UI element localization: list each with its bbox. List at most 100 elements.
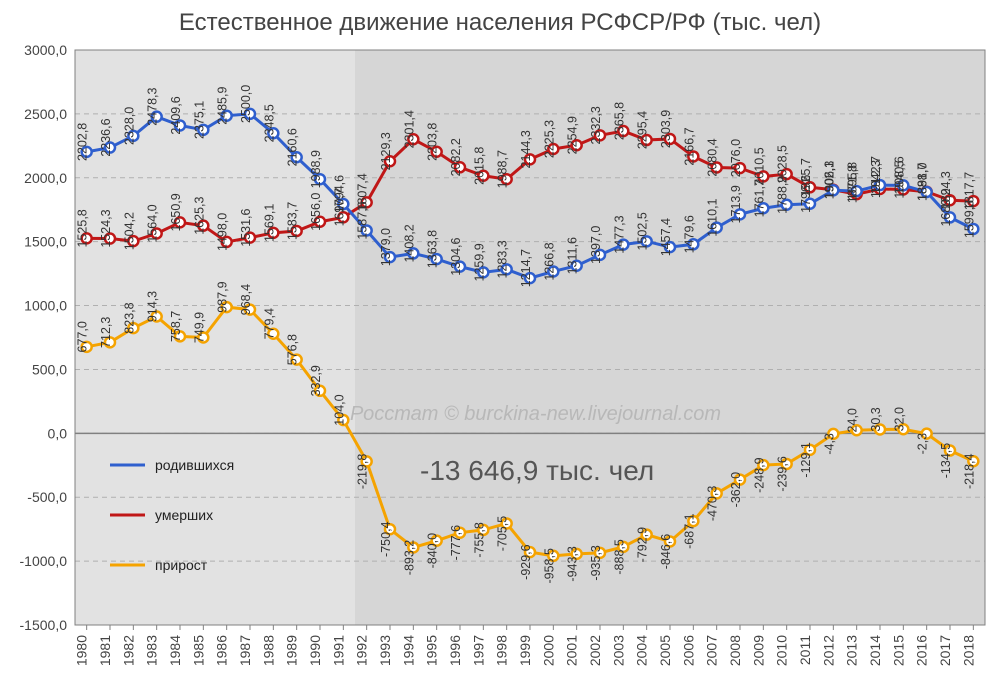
x-tick-label: 1986 [214,635,230,666]
value-label-deaths: 1817,7 [962,172,976,210]
value-label-births: 2348,5 [262,104,276,142]
value-label-births: 1502,5 [636,212,650,250]
y-tick-label: 2000,0 [24,170,67,186]
x-tick-label: 1997 [470,635,486,666]
value-label-growth: -840,0 [426,533,440,568]
value-label-growth: -750,4 [379,521,393,556]
value-label-deaths: 1906,3 [822,161,836,199]
value-label-growth: -219,8 [356,454,370,489]
value-label-deaths: 1656,0 [309,193,323,231]
value-label-deaths: 2076,0 [729,139,743,177]
x-tick-label: 2006 [680,635,696,666]
x-tick-label: 2015 [890,635,906,666]
value-label-deaths: 1690,7 [332,188,346,226]
y-tick-label: 1500,0 [24,234,67,250]
value-label-growth: -958,5 [542,548,556,583]
value-label-deaths: 2295,4 [636,111,650,149]
value-label-growth: 677,0 [76,321,90,352]
x-tick-label: 1995 [424,635,440,666]
chart-title: Естественное движение населения РСФСР/РФ… [179,9,821,36]
value-label-deaths: 2010,5 [752,147,766,185]
x-tick-label: 1996 [447,635,463,666]
x-tick-label: 2007 [704,635,720,666]
value-label-growth: -687,1 [682,513,696,548]
value-label-births: 1283,3 [496,240,510,278]
x-tick-label: 1980 [74,635,90,666]
x-tick-label: 2016 [914,635,930,666]
value-label-growth: 712,3 [99,317,113,348]
x-tick-label: 2012 [820,635,836,666]
value-label-deaths: 2254,9 [566,116,580,154]
value-label-growth: 987,9 [216,281,230,312]
x-tick-label: 2001 [564,635,580,666]
x-tick-label: 2011 [797,635,813,665]
watermark: Росстат © burckina-new.livejournal.com [350,403,721,425]
x-tick-label: 2000 [540,635,556,666]
value-label-growth: -2,3 [916,433,930,455]
x-tick-label: 2008 [727,635,743,666]
value-label-growth: 749,9 [192,312,206,343]
value-label-births: 2478,3 [146,87,160,125]
value-label-births: 1479,6 [682,215,696,253]
value-label-deaths: 1569,1 [262,204,276,242]
value-label-growth: -929,6 [519,544,533,579]
x-tick-label: 2003 [610,635,626,666]
x-tick-label: 2009 [750,635,766,666]
value-label-growth: -248,9 [752,457,766,492]
value-label-growth: -846,6 [659,534,673,569]
value-label-deaths: 1498,0 [216,213,230,251]
value-label-growth: 758,7 [169,311,183,342]
chart-container: -1500,0-1000,0-500,00,0500,01000,01500,0… [0,0,1000,691]
x-tick-label: 2018 [960,635,976,666]
value-label-deaths: 1531,6 [239,208,253,246]
x-tick-label: 1992 [354,635,370,666]
value-label-growth: 30,3 [869,407,883,431]
x-tick-label: 1994 [400,635,416,666]
value-label-deaths: 2080,4 [706,138,720,176]
x-tick-label: 2013 [844,635,860,666]
value-label-deaths: 2166,7 [682,127,696,165]
x-tick-label: 1984 [167,635,183,666]
value-label-growth: -893,2 [402,540,416,575]
value-label-births: 1610,1 [706,198,720,236]
value-label-births: 1214,7 [519,249,533,287]
value-label-deaths: 2203,8 [426,123,440,161]
y-tick-label: 0,0 [48,425,68,441]
value-label-births: 2160,6 [286,128,300,166]
value-label-deaths: 2028,5 [776,145,790,183]
x-tick-label: 1987 [237,635,253,666]
value-label-deaths: 1891,0 [916,163,930,201]
value-label-deaths: 1912,3 [869,160,883,198]
value-label-growth: -4,3 [822,433,836,455]
annotation-total: -13 646,9 тыс. чел [420,455,654,486]
x-tick-label: 1985 [190,635,206,666]
value-label-growth: -134,5 [939,443,953,478]
value-label-growth: -129,1 [799,442,813,477]
x-tick-label: 1991 [330,635,346,666]
value-label-deaths: 1625,3 [192,196,206,234]
value-label-deaths: 2144,3 [519,130,533,168]
value-label-growth: 779,4 [262,308,276,339]
value-label-deaths: 2082,2 [449,138,463,176]
value-label-growth: 32,0 [892,407,906,431]
value-label-births: 1259,9 [472,243,486,281]
value-label-growth: 24,0 [846,408,860,432]
value-label-deaths: 2332,3 [589,106,603,144]
value-label-growth: -935,3 [589,545,603,580]
legend-label-2: прирост [155,557,208,573]
value-label-growth: -792,9 [636,527,650,562]
value-label-growth: 914,3 [146,291,160,322]
value-label-births: 2202,8 [76,123,90,161]
value-label-births: 1266,8 [542,242,556,280]
value-label-growth: 332,9 [309,365,323,396]
y-tick-label: -1500,0 [20,617,68,633]
value-label-deaths: 1504,2 [122,212,136,250]
value-label-births: 2409,6 [169,96,183,134]
value-label-deaths: 2303,9 [659,110,673,148]
value-label-births: 1713,9 [729,185,743,223]
value-label-growth: 576,8 [286,334,300,365]
population-chart: -1500,0-1000,0-500,00,0500,01000,01500,0… [0,0,1000,691]
value-label-deaths: 1564,0 [146,204,160,242]
value-label-growth: -470,3 [706,486,720,521]
value-label-births: 1408,2 [402,224,416,262]
